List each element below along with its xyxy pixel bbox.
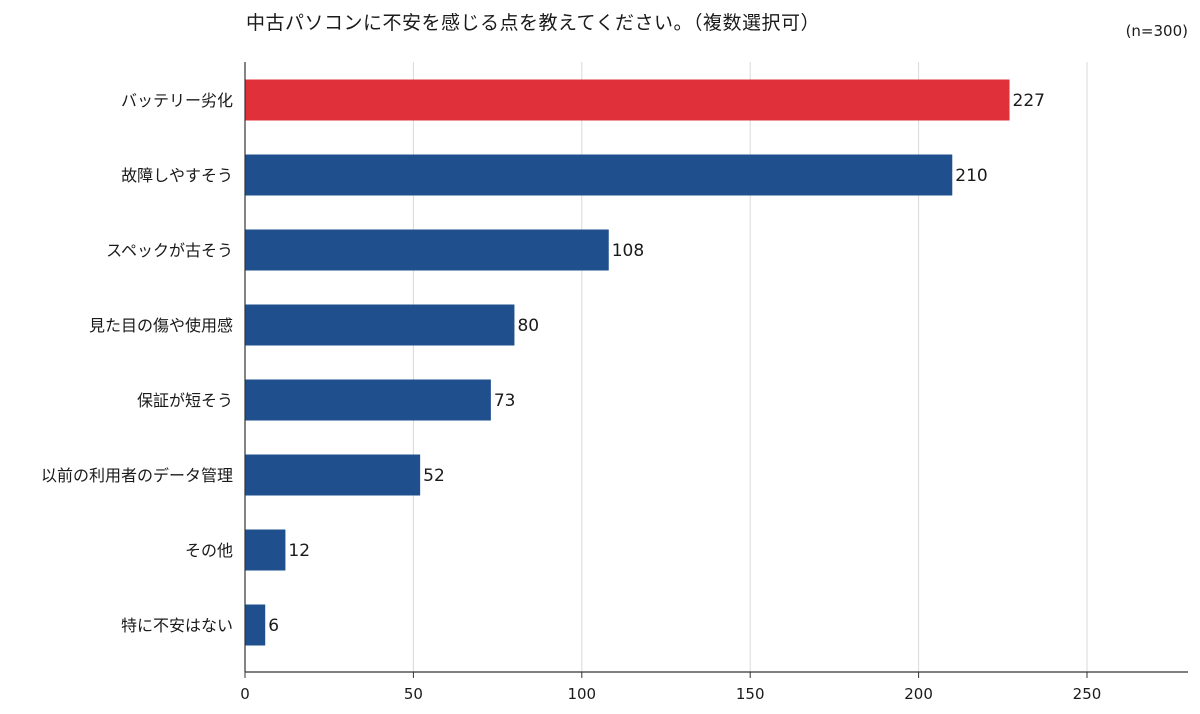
bar-5: [245, 379, 491, 421]
value-label-6: 52: [423, 466, 445, 486]
labels: バッテリー劣化 227 故障しやすそう 210 スペックが古そう 108 見た目の傷や使用感…: [41, 91, 1101, 703]
value-label-1: 227: [1013, 91, 1045, 111]
category-label-2: 故障しやすそう: [121, 166, 233, 185]
value-label-8: 6: [268, 616, 279, 636]
x-tick-label-50: 50: [404, 685, 423, 703]
bar-2: [245, 154, 953, 196]
category-label-5: 保証が短そう: [137, 391, 233, 410]
bar-4: [245, 304, 515, 346]
bar-1: [245, 79, 1010, 121]
chart-title: 中古パソコンに不安を感じる点を教えてください。（複数選択可）: [246, 12, 820, 34]
x-tick-label-0: 0: [240, 685, 250, 703]
value-label-3: 108: [612, 241, 644, 261]
value-label-5: 73: [494, 391, 516, 411]
category-label-4: 見た目の傷や使用感: [89, 316, 233, 335]
x-tick-label-150: 150: [736, 685, 765, 703]
x-tick-label-250: 250: [1073, 685, 1102, 703]
value-label-4: 80: [517, 316, 539, 336]
category-label-6: 以前の利用者のデータ管理: [41, 466, 233, 485]
category-label-1: バッテリー劣化: [121, 91, 233, 110]
bar-8: [245, 604, 266, 646]
bar-7: [245, 529, 286, 571]
axes: [244, 62, 1188, 678]
category-label-8: 特に不安はない: [121, 616, 233, 635]
gridlines: [412, 62, 1088, 672]
x-tick-label-100: 100: [567, 685, 596, 703]
value-label-2: 210: [955, 166, 987, 186]
bars: [245, 79, 1010, 646]
bar-3: [245, 229, 609, 271]
x-tick-label-200: 200: [904, 685, 933, 703]
bar-6: [245, 454, 421, 496]
category-label-7: その他: [185, 541, 233, 560]
category-label-3: スペックが古そう: [106, 241, 233, 260]
sample-size-note: (n=300): [1125, 22, 1188, 40]
value-label-7: 12: [288, 541, 310, 561]
